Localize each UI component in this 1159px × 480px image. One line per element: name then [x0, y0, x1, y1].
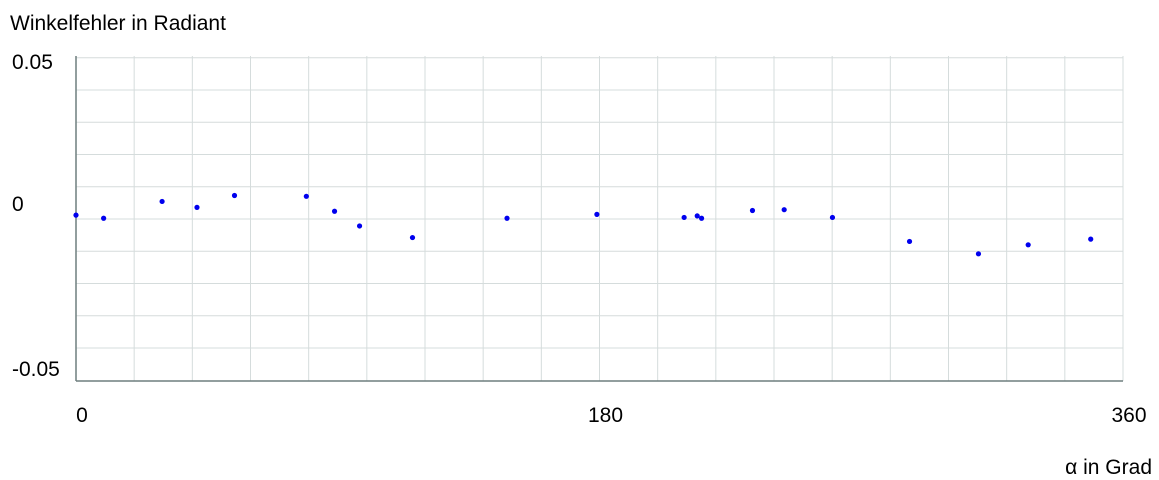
data-point — [594, 211, 600, 217]
data-point — [73, 212, 79, 218]
x-tick-label: 180 — [588, 404, 623, 427]
y-tick-labels: 0.05 0 -0.05 — [12, 51, 60, 381]
data-point — [681, 214, 687, 221]
data-point — [698, 215, 705, 221]
data-point — [1025, 242, 1031, 248]
data-point — [231, 192, 238, 199]
data-point — [1088, 236, 1094, 242]
data-point — [975, 251, 982, 257]
x-tick-labels: 0 180 360 — [76, 404, 1146, 427]
y-tick-label: -0.05 — [12, 358, 60, 381]
y-tick-label: 0.05 — [12, 51, 53, 74]
data-point — [906, 238, 913, 245]
data-point — [829, 214, 836, 221]
data-point — [194, 204, 200, 210]
data-points — [73, 192, 1094, 257]
data-point — [504, 215, 510, 221]
data-point — [749, 207, 756, 214]
x-tick-label: 0 — [76, 404, 88, 427]
data-point — [159, 198, 165, 205]
data-point — [781, 207, 787, 213]
y-tick-label: 0 — [12, 193, 24, 216]
data-point — [356, 223, 363, 229]
data-point — [303, 193, 309, 199]
x-tick-label: 360 — [1111, 404, 1146, 427]
grid — [76, 56, 1124, 381]
y-axis-label: Winkelfehler in Radiant — [10, 12, 226, 35]
data-point — [694, 213, 700, 219]
data-point — [409, 234, 416, 241]
data-point — [331, 208, 338, 214]
x-axis-label: α in Grad — [1065, 456, 1152, 479]
data-point — [101, 215, 107, 221]
